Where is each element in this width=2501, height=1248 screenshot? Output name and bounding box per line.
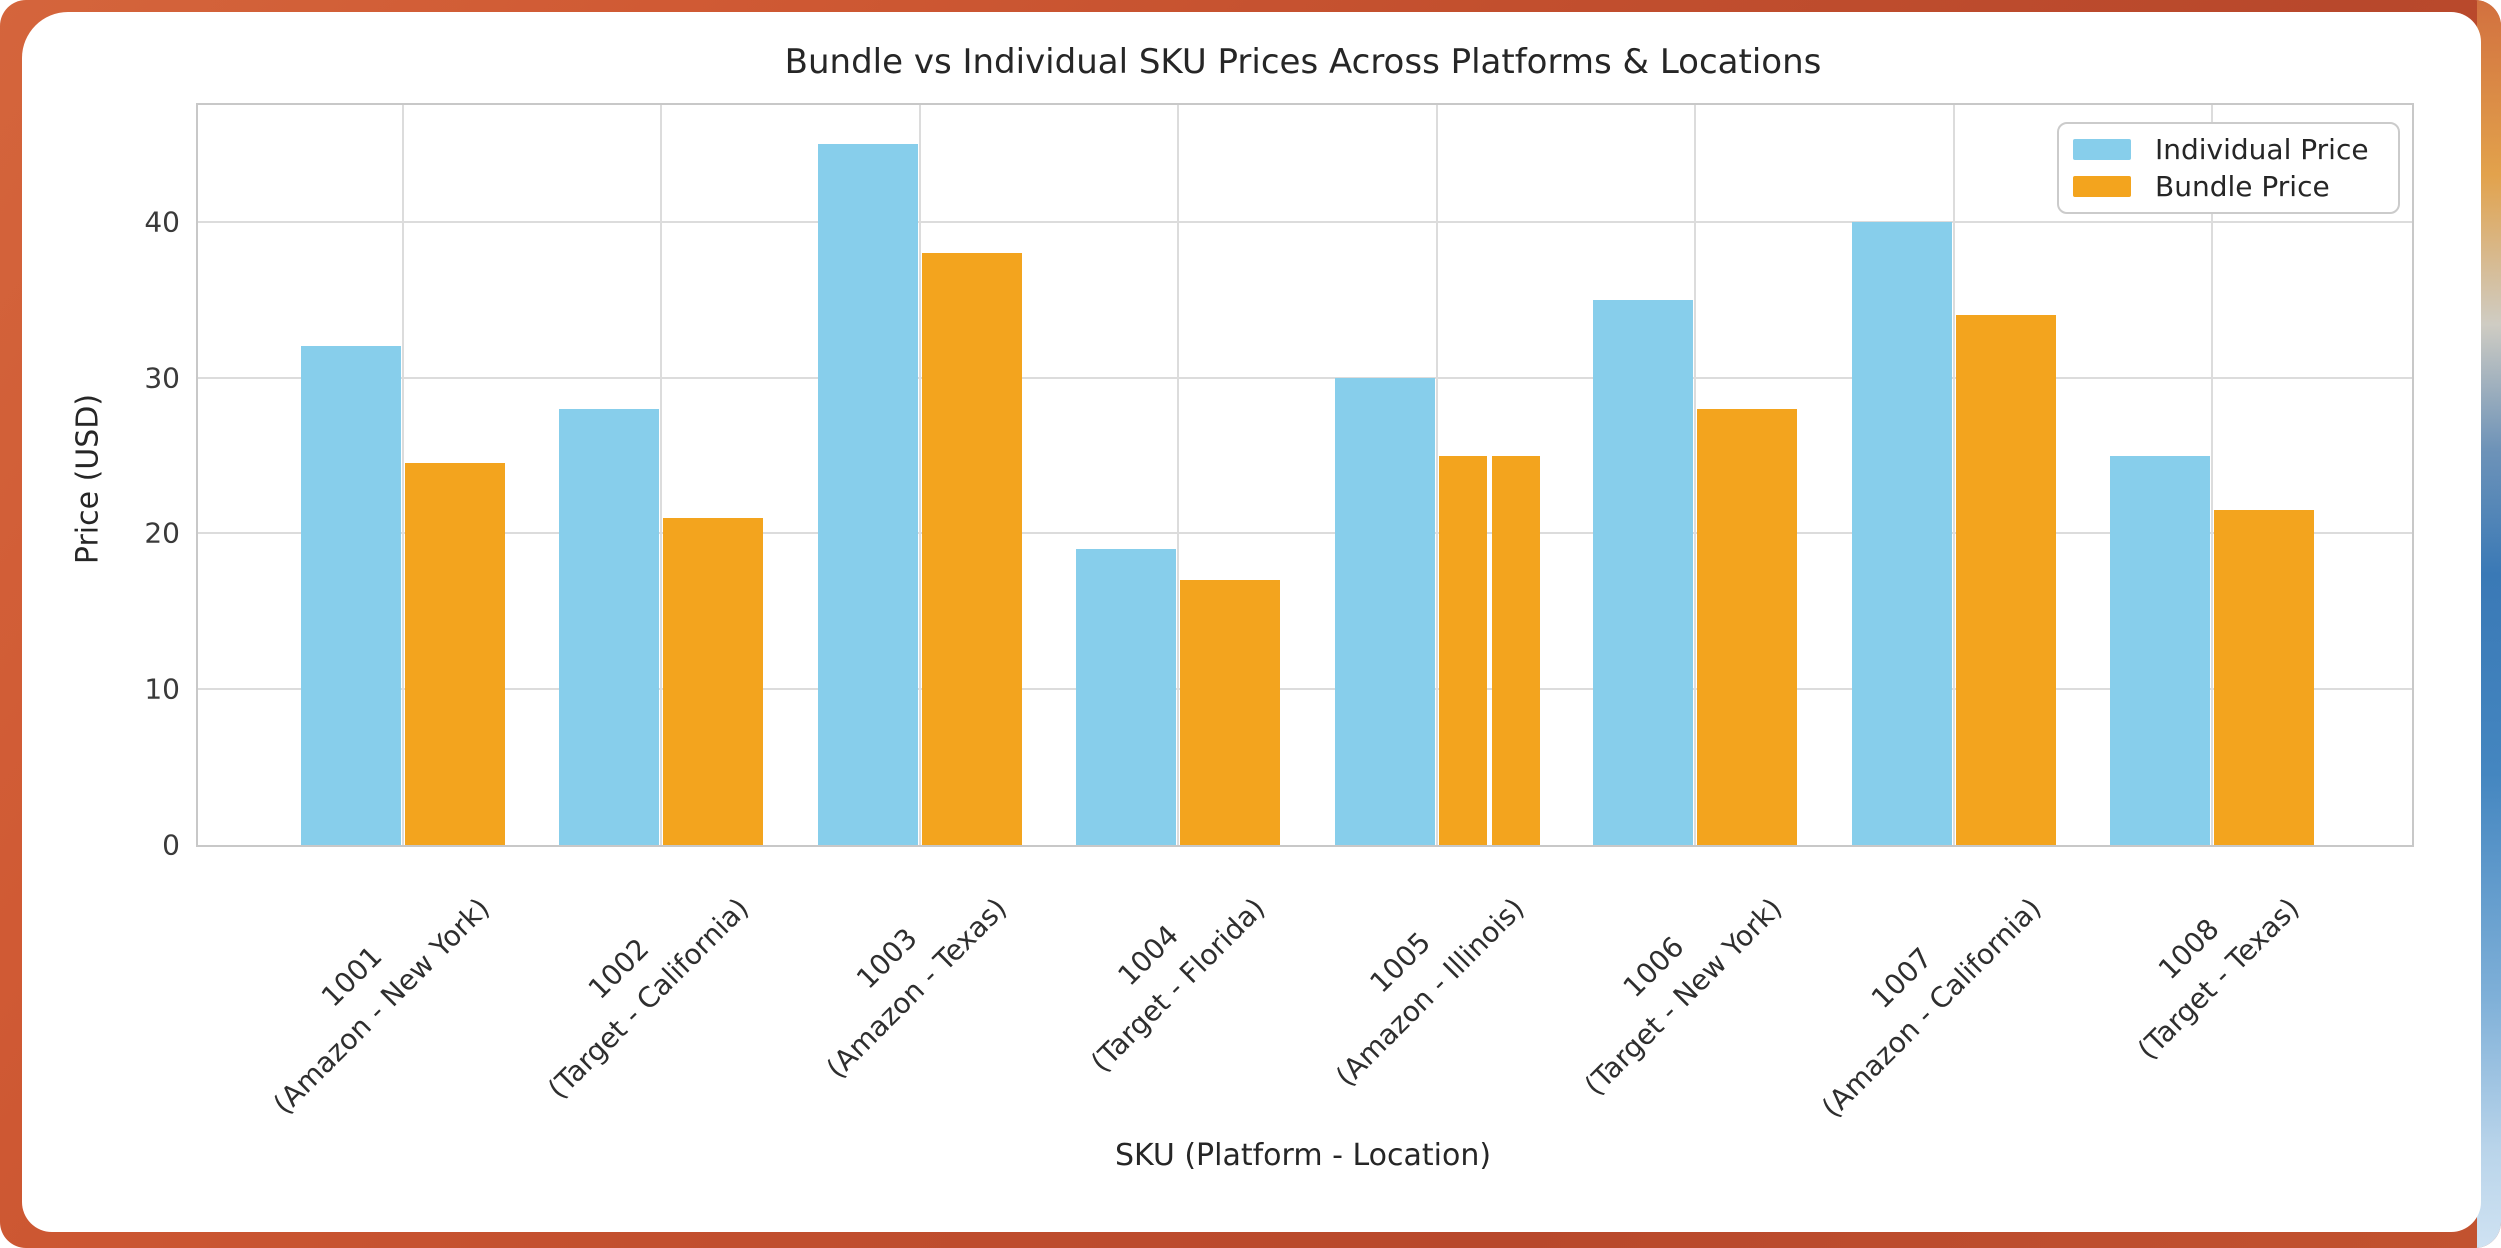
bar-bundle-1007 — [1955, 315, 2056, 845]
bar-individual-1003 — [817, 143, 918, 845]
bar-individual-1006 — [1593, 299, 1693, 845]
bar-individual-1001 — [300, 346, 401, 845]
grid-line-x-1001 — [401, 105, 404, 845]
y-tick-label-10: 10 — [144, 672, 180, 706]
legend-label-individual: Individual Price — [2155, 132, 2369, 166]
grid-line-y-20 — [198, 532, 2412, 535]
bar-individual-1007 — [1851, 221, 1952, 845]
legend-swatch-individual — [2073, 138, 2131, 160]
bar-individual-1005 — [1334, 377, 1435, 845]
grid-line-x-1008 — [2211, 105, 2213, 845]
x-axis-label: SKU (Platform - Location) — [1114, 1138, 1492, 1173]
grid-line-y-10 — [198, 688, 2412, 691]
legend-entry-bundle: Bundle Price — [2073, 170, 2384, 203]
bar-bundle-1001 — [404, 463, 505, 845]
chart-card: Bundle vs Individual SKU Prices Across P… — [22, 12, 2481, 1232]
bar-individual-1002 — [559, 408, 659, 845]
bar-individual-1004 — [1076, 549, 1176, 845]
x-tick-label-1003: 1003 (Amazon - Texas) — [788, 859, 1017, 1088]
grid-line-x-1002 — [660, 105, 662, 845]
legend-box: Individual Price Bundle Price — [2057, 122, 2400, 214]
x-tick-label-1004: 1004 (Target - Florida) — [1052, 859, 1275, 1082]
bar-bundle-1002 — [663, 517, 763, 845]
y-tick-label-20: 20 — [144, 516, 180, 550]
x-tick-label-1005: 1005 (Amazon - Illinois) — [1296, 859, 1533, 1096]
bar-individual-1008 — [2110, 455, 2210, 845]
y-tick-label-40: 40 — [144, 205, 180, 239]
grid-line-x-1005 — [1435, 105, 1438, 845]
grid-line-x-1004 — [1177, 105, 1179, 845]
grid-line-x-1003 — [918, 105, 921, 845]
x-tick-label-1002: 1002 (Target - California) — [509, 859, 759, 1109]
bar-bundle-1003 — [921, 253, 1022, 845]
grid-line-x-1007 — [1952, 105, 1955, 845]
legend-label-bundle: Bundle Price — [2155, 170, 2330, 204]
plot-area: 0 10 20 30 40 1001 (Amazon - New York) 1002 (Tar… — [144, 103, 2414, 1124]
frame-right-gradient-edge — [2477, 0, 2501, 1248]
x-tick-label-1006: 1006 (Target - New York) — [1546, 859, 1792, 1105]
bar-bundle-1004 — [1180, 580, 1280, 845]
y-axis-label: Price (USD) — [70, 393, 106, 565]
bar-bundle-1005-a — [1438, 455, 1487, 845]
y-tick-label-0: 0 — [162, 828, 180, 862]
grid-line-x-1006 — [1694, 105, 1696, 845]
bar-bundle-1008 — [2214, 510, 2314, 845]
x-tick-label-1008: 1008 (Target - Texas) — [2099, 859, 2310, 1070]
x-tick-label-1007: 1007 (Amazon - California) — [1782, 859, 2051, 1128]
grid-line-y-30 — [198, 376, 2412, 379]
grid-line-y-40 — [198, 220, 2412, 223]
x-tick-label-1001: 1001 (Amazon - New York) — [235, 859, 500, 1124]
chart-title: Bundle vs Individual SKU Prices Across P… — [784, 42, 1822, 82]
legend-swatch-bundle — [2073, 176, 2131, 198]
bar-bundle-1005-b — [1491, 455, 1540, 845]
bar-bundle-1006 — [1697, 408, 1797, 845]
legend-entry-individual: Individual Price — [2073, 133, 2384, 166]
y-tick-label-30: 30 — [144, 361, 180, 395]
